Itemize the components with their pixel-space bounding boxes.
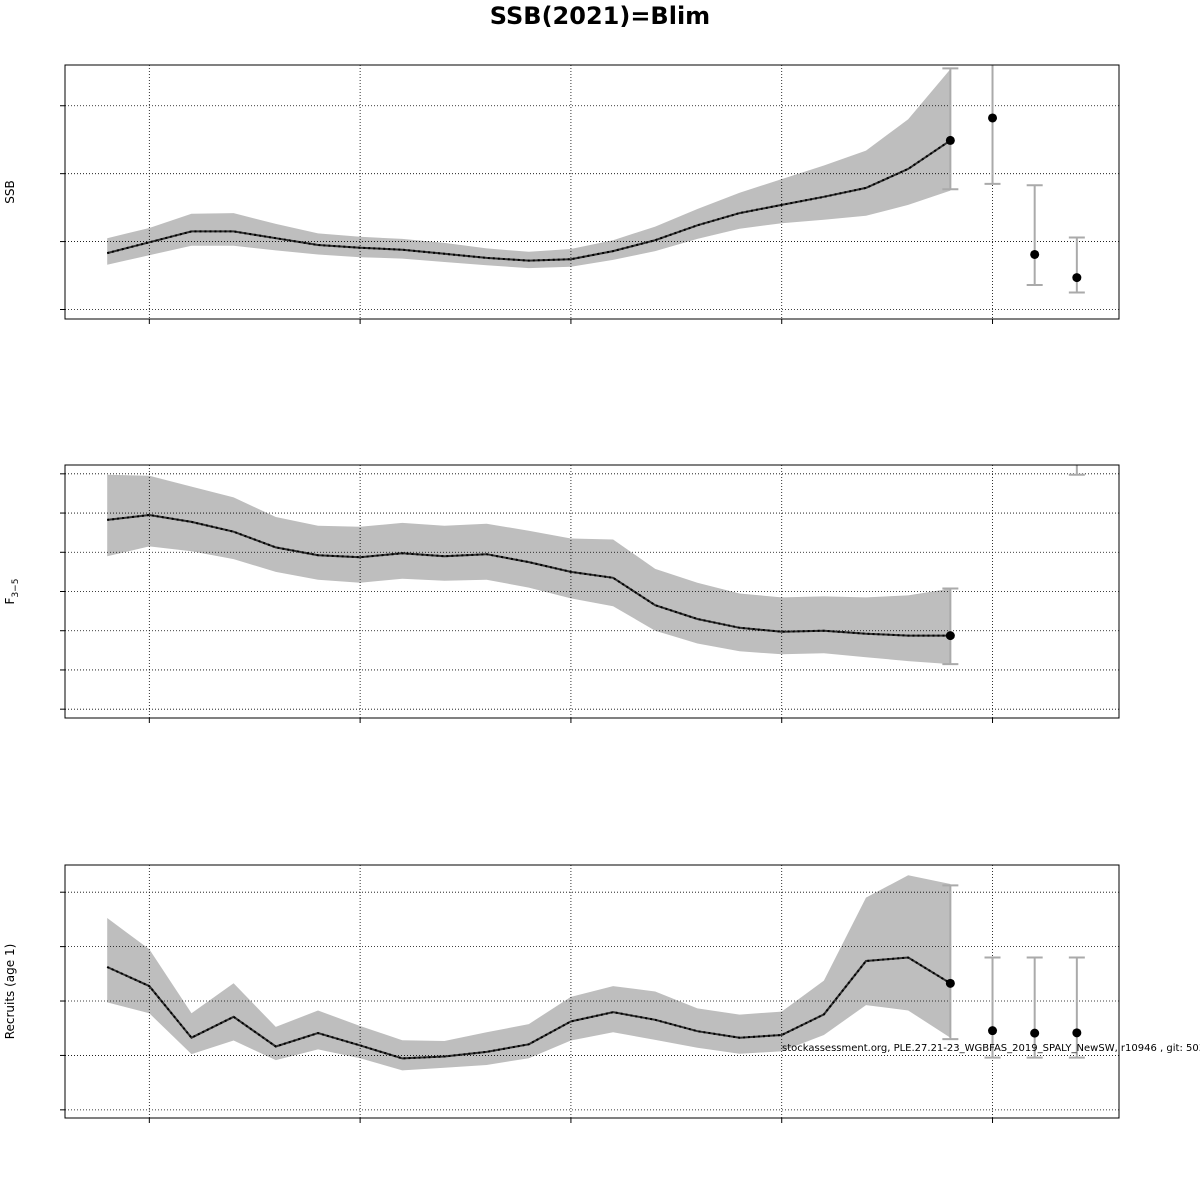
estimate-line-dotted bbox=[106, 956, 951, 1060]
confidence-band bbox=[107, 69, 951, 269]
confidence-band bbox=[107, 474, 951, 665]
data-point bbox=[988, 1026, 998, 1036]
y-axis-label-subscript: 3−5 bbox=[11, 579, 21, 598]
y-axis-label-main: F bbox=[3, 597, 17, 604]
footnote: stockassessment.org, PLE.27.21-23_WGBFAS… bbox=[782, 1043, 1200, 1054]
plot-area bbox=[65, 865, 1119, 1118]
estimate-line-dotted bbox=[106, 139, 951, 262]
data-point bbox=[1072, 273, 1082, 283]
y-axis-label-main: Recruits (age 1) bbox=[3, 944, 17, 1040]
chart-title: SSB(2021)=Blim bbox=[490, 2, 710, 30]
plot-frame bbox=[64, 864, 1120, 1119]
recruits-panel: Recruits (age 1) bbox=[3, 864, 1120, 1123]
data-point bbox=[1030, 249, 1040, 259]
data-point bbox=[945, 978, 955, 988]
plot-frame bbox=[64, 64, 1120, 320]
ssb-panel: SSB bbox=[3, 64, 1120, 324]
estimate-line bbox=[107, 513, 951, 637]
y-axis-label-main: SSB bbox=[3, 180, 17, 203]
data-point bbox=[1072, 440, 1081, 449]
y-axis-label: F3−5 bbox=[3, 579, 21, 605]
fishing-mortality-panel: F3−5 bbox=[3, 440, 1120, 723]
data-point bbox=[945, 631, 955, 641]
y-axis-label: Recruits (age 1) bbox=[3, 944, 17, 1040]
data-point bbox=[1030, 1028, 1040, 1038]
y-axis-label: SSB bbox=[3, 180, 17, 203]
data-point bbox=[945, 135, 955, 145]
data-point bbox=[1072, 1028, 1082, 1038]
plot-area bbox=[65, 65, 1119, 319]
plot-area bbox=[65, 440, 1119, 718]
data-point bbox=[988, 113, 998, 123]
confidence-band bbox=[107, 875, 951, 1071]
